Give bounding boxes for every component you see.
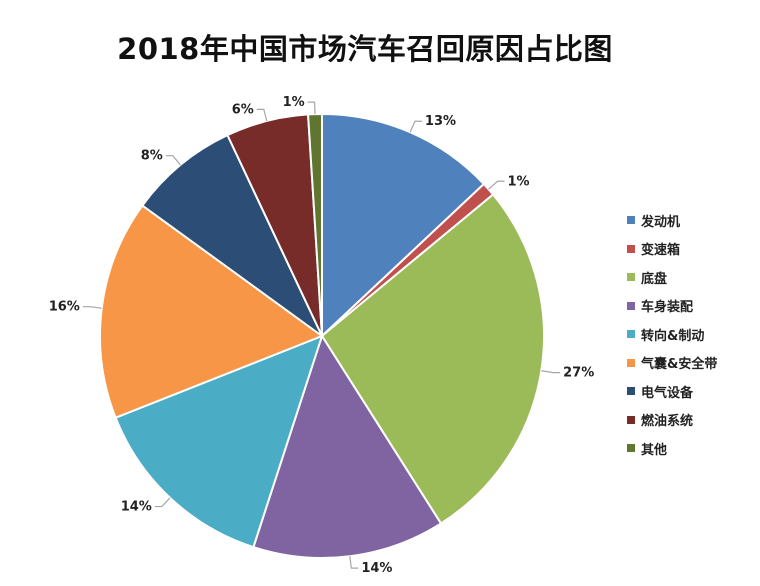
data-labels: 13% 1% 27% 14% 14% 16% 8% 6% 1% xyxy=(49,95,595,576)
leader-line-2 xyxy=(541,370,561,374)
leader-line-3 xyxy=(349,556,359,569)
legend-label-5: 气囊&安全带 xyxy=(641,357,718,373)
legend-swatch-7 xyxy=(627,415,635,424)
leader-line-5 xyxy=(82,306,102,309)
data-label-5: 16% xyxy=(49,300,80,315)
leader-line-7 xyxy=(256,108,268,122)
legend-label-7: 燃油系统 xyxy=(641,414,694,430)
legend-swatch-3 xyxy=(627,301,635,310)
legend-label-8: 其他 xyxy=(641,442,668,458)
legend: 发动机变速箱底盘车身装配转向&制动气囊&安全带 电气设备燃油系统其他 xyxy=(627,206,757,463)
legend-item-2: 底盘 xyxy=(627,263,757,292)
legend-item-7: 燃油系统 xyxy=(627,406,757,435)
legend-swatch-0 xyxy=(627,216,635,225)
pie-slice-0 xyxy=(321,112,486,339)
legend-swatch-2 xyxy=(627,273,635,282)
chart-title: 2018年中国市场汽车召回原因占比图 xyxy=(117,32,613,66)
legend-swatch-1 xyxy=(627,244,635,253)
data-label-3: 14% xyxy=(361,561,392,576)
legend-swatch-8 xyxy=(627,444,635,453)
pie-slice-2 xyxy=(320,193,545,525)
leader-line-4 xyxy=(154,497,171,508)
leader-line-1 xyxy=(488,180,505,190)
legend-item-8: 其他 xyxy=(627,434,757,463)
legend-item-1: 变速箱 xyxy=(627,235,757,264)
legend-item-0: 发动机 xyxy=(627,206,757,235)
data-label-2: 27% xyxy=(563,366,594,381)
legend-label-1: 变速箱 xyxy=(641,243,681,259)
leader-line-8 xyxy=(307,101,316,115)
legend-label-3: 车身装配 xyxy=(641,300,694,316)
legend-item-3: 车身装配 xyxy=(627,292,757,321)
legend-item-5: 气囊&安全带 xyxy=(627,349,757,378)
data-label-0: 13% xyxy=(425,114,456,129)
data-label-8: 1% xyxy=(283,95,305,110)
data-label-7: 6% xyxy=(232,102,254,117)
pie-slice-5 xyxy=(99,204,325,420)
legend-label-4: 转向&制动 xyxy=(641,328,705,344)
legend-item-6: 电气设备 xyxy=(627,377,757,406)
legend-swatch-4 xyxy=(627,330,635,339)
data-label-4: 14% xyxy=(121,500,152,515)
legend-swatch-6 xyxy=(627,387,635,396)
leader-line-0 xyxy=(409,120,422,133)
data-label-1: 1% xyxy=(508,174,530,189)
data-label-6: 8% xyxy=(141,149,163,164)
pie-slice-6 xyxy=(141,133,323,337)
legend-label-2: 底盘 xyxy=(641,271,668,287)
legend-label-0: 发动机 xyxy=(641,214,681,230)
legend-swatch-5 xyxy=(627,358,635,367)
legend-label-6: 电气设备 xyxy=(641,385,694,401)
leader-line-6 xyxy=(165,155,181,166)
legend-item-4: 转向&制动 xyxy=(627,320,757,349)
